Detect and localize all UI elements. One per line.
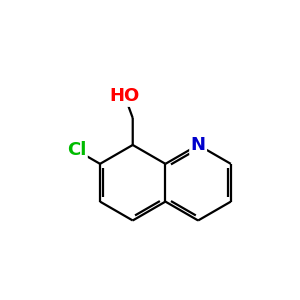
Text: HO: HO (110, 88, 140, 106)
Text: N: N (190, 136, 206, 154)
Text: Cl: Cl (67, 141, 86, 159)
